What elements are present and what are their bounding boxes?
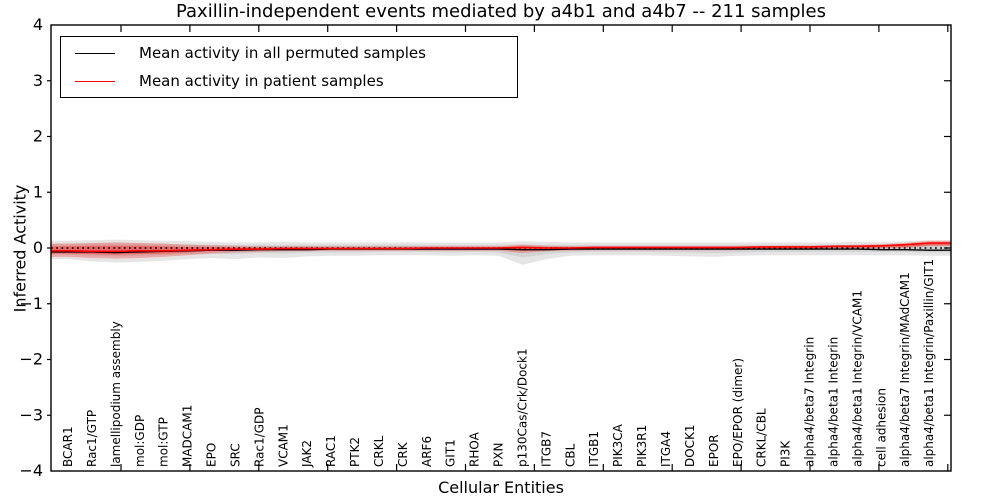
x-tick-label: RAC1 xyxy=(324,435,338,467)
legend-line-black xyxy=(75,52,115,54)
x-tick-label: PIK3CA xyxy=(611,423,625,467)
x-tick-label: CBL xyxy=(563,443,577,467)
y-tick-label: −3 xyxy=(19,405,43,424)
x-tick-label: ITGB1 xyxy=(587,431,601,467)
x-tick-label: VCAM1 xyxy=(276,424,290,467)
y-tick-label: 1 xyxy=(33,182,43,201)
y-tick-label: 4 xyxy=(33,15,43,34)
x-tick-label: PXN xyxy=(492,443,506,467)
legend-label-patient: Mean activity in patient samples xyxy=(139,72,384,90)
x-tick-label: cell adhesion xyxy=(874,388,888,467)
x-tick-label: CRK xyxy=(396,441,410,467)
x-tick-label: Rac1/GTP xyxy=(85,410,99,467)
x-tick-label: lamellipodium assembly xyxy=(109,321,123,467)
x-tick-label: PIK3R1 xyxy=(635,425,649,467)
x-tick-label: SRC xyxy=(228,443,242,467)
legend-item-permuted: Mean activity in all permuted samples xyxy=(61,39,426,67)
x-tick-label: DOCK1 xyxy=(683,424,697,467)
legend-item-patient: Mean activity in patient samples xyxy=(61,67,384,95)
x-tick-label: alpha4/beta1 Integrin/VCAM1 xyxy=(850,290,864,467)
x-tick-label: BCAR1 xyxy=(61,426,75,467)
x-tick-label: PTK2 xyxy=(348,437,362,467)
x-tick-label: alpha4/beta1 Integrin/Paxillin/GIT1 xyxy=(922,259,936,467)
permuted-range-outer-band xyxy=(51,239,951,265)
y-tick-label: −2 xyxy=(19,350,43,369)
legend-label-permuted: Mean activity in all permuted samples xyxy=(139,44,426,62)
x-tick-label: CRKL xyxy=(372,435,386,467)
x-tick-label: CRKL/CBL xyxy=(755,408,769,467)
x-tick-label: EPO xyxy=(205,443,219,467)
x-tick-label: alpha4/beta7 Integrin xyxy=(803,337,817,467)
x-tick-label: EPOR xyxy=(707,434,721,467)
y-tick-label: 3 xyxy=(33,71,43,90)
y-tick-label: 2 xyxy=(33,127,43,146)
x-tick-label: mol:GTP xyxy=(157,417,171,467)
x-axis-label: Cellular Entities xyxy=(438,478,564,497)
x-tick-label: mol:GDP xyxy=(133,415,147,467)
x-tick-label: ITGA4 xyxy=(659,431,673,467)
chart-title: Paxillin-independent events mediated by … xyxy=(175,1,826,22)
x-tick-label: alpha4/beta1 Integrin xyxy=(826,337,840,467)
x-tick-label: PI3K xyxy=(779,440,793,467)
x-tick-label: ITGB7 xyxy=(539,431,553,467)
patient-mean-line xyxy=(51,242,951,253)
x-tick-label: Rac1/GDP xyxy=(252,408,266,467)
y-tick-label: −1 xyxy=(19,294,43,313)
y-axis-label: Inferred Activity xyxy=(10,184,30,313)
legend: Mean activity in all permuted samples Me… xyxy=(60,36,518,98)
y-tick-label: 0 xyxy=(33,238,43,257)
x-tick-label: ARF6 xyxy=(420,436,434,467)
y-tick-label: −4 xyxy=(19,461,43,480)
x-tick-label: MADCAM1 xyxy=(181,405,195,467)
x-tick-label: GIT1 xyxy=(444,439,458,467)
legend-line-red xyxy=(75,80,115,82)
x-tick-label: RHOA xyxy=(468,431,482,467)
x-tick-label: EPO/EPOR (dimer) xyxy=(731,358,745,467)
x-tick-label: alpha4/beta7 Integrin/MAdCAM1 xyxy=(898,272,912,467)
x-tick-label: p130Cas/Crk/Dock1 xyxy=(515,348,529,467)
x-tick-label: JAK2 xyxy=(300,440,314,468)
